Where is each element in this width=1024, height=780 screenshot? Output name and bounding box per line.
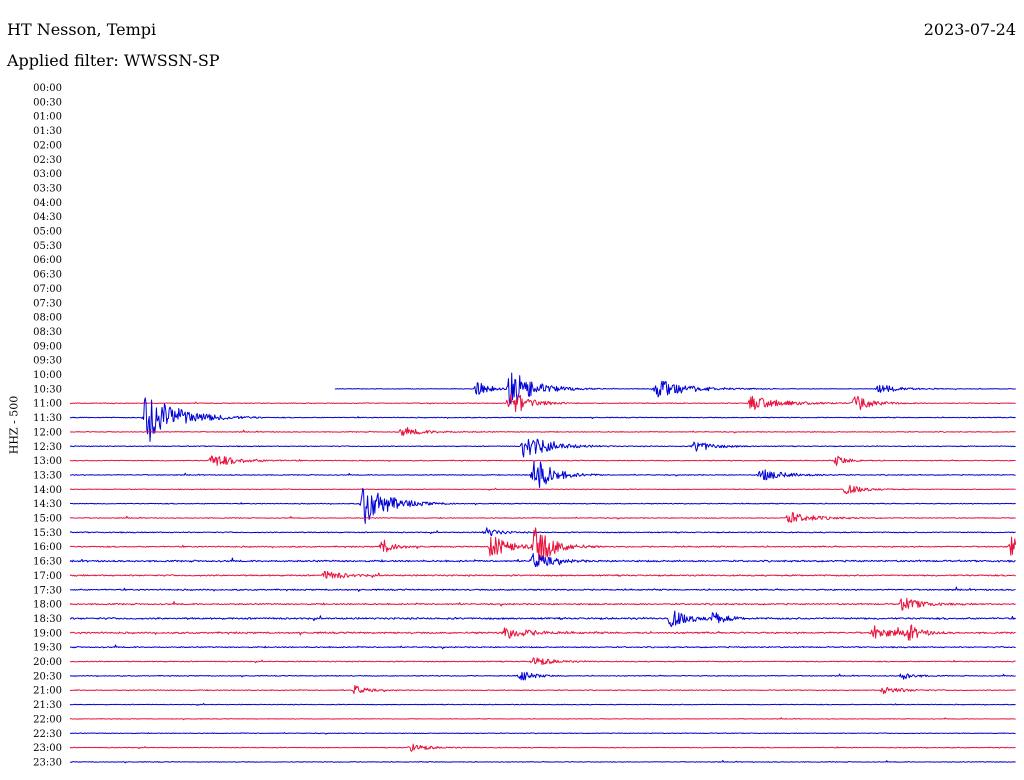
- recording-date: 2023-07-24: [923, 20, 1016, 39]
- tick-label-0700: 07:00: [33, 284, 62, 295]
- tick-label-1800: 18:00: [33, 600, 62, 611]
- tick-label-0530: 05:30: [33, 241, 62, 252]
- tick-label-1100: 11:00: [33, 399, 62, 410]
- tick-label-0000: 00:00: [33, 83, 62, 94]
- trace-1800: [69, 597, 1016, 611]
- tick-label-0430: 04:30: [33, 212, 62, 223]
- tick-label-1230: 12:30: [33, 442, 62, 453]
- tick-label-2100: 21:00: [33, 686, 62, 697]
- trace-2030: [69, 671, 1016, 681]
- trace-1630: [69, 553, 1016, 568]
- tick-label-0230: 02:30: [33, 155, 62, 166]
- time-tick-labels: 00:00 00:30 01:00 01:30 02:00 02:30 03:00 03:30…: [33, 83, 62, 768]
- tick-label-0400: 04:00: [33, 198, 62, 209]
- filter-label: Applied filter: WWSSN-SP: [7, 51, 220, 70]
- tick-label-1730: 17:30: [33, 585, 62, 596]
- trace-2200: [69, 717, 1016, 721]
- trace-1030: [334, 372, 1016, 405]
- tick-label-2330: 23:30: [33, 757, 62, 768]
- tick-label-1200: 12:00: [33, 427, 62, 438]
- station-title: HT Nesson, Tempi: [7, 20, 157, 39]
- tick-label-2300: 23:00: [33, 743, 62, 754]
- trace-2100: [69, 685, 1016, 695]
- trace-1400: [69, 484, 1016, 495]
- trace-2130: [69, 702, 1016, 706]
- trace-1100: [69, 393, 1016, 413]
- tick-label-0330: 03:30: [33, 183, 62, 194]
- tick-label-0500: 05:00: [33, 227, 62, 238]
- tick-label-1300: 13:00: [33, 456, 62, 467]
- tick-label-2230: 22:30: [33, 729, 62, 740]
- trace-1830: [69, 610, 1016, 627]
- tick-label-0730: 07:30: [33, 298, 62, 309]
- trace-1300: [69, 455, 1016, 466]
- trace-1200: [69, 426, 1016, 436]
- tick-label-0900: 09:00: [33, 341, 62, 352]
- tick-label-0200: 02:00: [33, 140, 62, 151]
- tick-label-1930: 19:30: [33, 643, 62, 654]
- tick-label-1530: 15:30: [33, 528, 62, 539]
- tick-label-0600: 06:00: [33, 255, 62, 266]
- tick-label-0030: 00:30: [33, 97, 62, 108]
- tick-label-1030: 10:30: [33, 384, 62, 395]
- trace-1530: [69, 527, 1016, 537]
- tick-label-0830: 08:30: [33, 327, 62, 338]
- tick-label-1630: 16:30: [33, 557, 62, 568]
- trace-2330: [69, 759, 1016, 764]
- trace-1900: [69, 624, 1016, 641]
- tick-label-2200: 22:00: [33, 714, 62, 725]
- trace-1930: [69, 644, 1016, 650]
- trace-1430: [69, 487, 1016, 524]
- tick-label-1700: 17:00: [33, 571, 62, 582]
- trace-1730: [69, 586, 1016, 592]
- tick-label-1330: 13:30: [33, 470, 62, 481]
- trace-1330: [69, 460, 1016, 488]
- tick-label-1130: 11:30: [33, 413, 62, 424]
- tick-label-0930: 09:30: [33, 356, 62, 367]
- tick-label-1830: 18:30: [33, 614, 62, 625]
- trace-1700: [69, 570, 1016, 579]
- tick-label-0800: 08:00: [33, 313, 62, 324]
- trace-1130: [69, 397, 1016, 442]
- tick-label-1400: 14:00: [33, 485, 62, 496]
- tick-label-2000: 20:00: [33, 657, 62, 668]
- tick-label-0630: 06:30: [33, 270, 62, 281]
- trace-1500: [69, 512, 1016, 523]
- trace-2230: [69, 732, 1016, 735]
- trace-2000: [69, 657, 1016, 666]
- tick-label-2030: 20:30: [33, 671, 62, 682]
- trace-1230: [69, 438, 1016, 458]
- tick-label-1600: 16:00: [33, 542, 62, 553]
- trace-2300: [69, 743, 1016, 752]
- tick-label-1500: 15:00: [33, 514, 62, 525]
- tick-label-1430: 14:30: [33, 499, 62, 510]
- seismic-traces: [69, 372, 1017, 764]
- trace-1600: [69, 527, 1017, 562]
- tick-label-2130: 21:30: [33, 700, 62, 711]
- tick-label-0300: 03:00: [33, 169, 62, 180]
- tick-label-0130: 01:30: [33, 126, 62, 137]
- tick-label-1900: 19:00: [33, 628, 62, 639]
- tick-label-0100: 01:00: [33, 112, 62, 123]
- tick-label-1000: 10:00: [33, 370, 62, 381]
